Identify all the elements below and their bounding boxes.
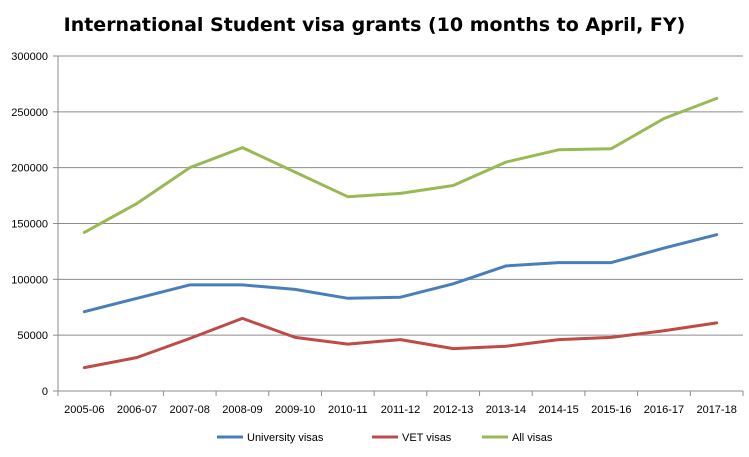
x-tick-label: 2008-09 bbox=[222, 404, 262, 416]
data-point bbox=[241, 146, 244, 149]
data-point bbox=[610, 147, 613, 150]
data-point bbox=[293, 288, 297, 291]
axes: 0 50000 100000 150000 200000 250000 300000 2005… bbox=[11, 51, 744, 416]
x-tick-label: 2012-13 bbox=[433, 404, 473, 416]
data-point bbox=[188, 337, 191, 340]
x-tick-label: 2017-18 bbox=[696, 404, 736, 416]
data-point bbox=[451, 184, 455, 187]
series-line-1 bbox=[82, 316, 719, 370]
data-point bbox=[451, 347, 455, 350]
x-tick-label: 2016-17 bbox=[644, 404, 684, 416]
data-point bbox=[662, 117, 666, 120]
data-point bbox=[293, 170, 297, 174]
data-point bbox=[399, 296, 402, 299]
data-point bbox=[504, 264, 508, 268]
x-tick-label: 2005-06 bbox=[64, 404, 104, 416]
data-point bbox=[83, 310, 86, 313]
chart-title: International Student visa grants (10 mo… bbox=[63, 14, 686, 36]
x-tick-label: 2011-12 bbox=[381, 404, 421, 416]
y-tick-label: 200000 bbox=[11, 163, 48, 175]
data-point bbox=[557, 261, 560, 264]
legend-label: University visas bbox=[247, 432, 324, 444]
data-point bbox=[241, 283, 244, 287]
data-point bbox=[662, 329, 666, 332]
legend-label: VET visas bbox=[402, 432, 452, 444]
data-point bbox=[135, 202, 139, 205]
data-point bbox=[241, 317, 244, 320]
data-point bbox=[557, 148, 560, 151]
x-tick-label: 2007-08 bbox=[170, 404, 210, 416]
data-point bbox=[451, 282, 455, 285]
data-point bbox=[610, 261, 613, 264]
legend: University visas VET visas All visas bbox=[217, 432, 553, 444]
x-tick-label: 2014-15 bbox=[538, 404, 578, 416]
data-point bbox=[715, 233, 718, 236]
series-line-2 bbox=[82, 96, 719, 234]
data-point bbox=[504, 345, 508, 348]
data-point bbox=[715, 321, 718, 325]
data-point bbox=[188, 283, 191, 287]
y-tick-label: 150000 bbox=[11, 219, 48, 231]
data-point bbox=[135, 297, 139, 300]
data-point bbox=[399, 338, 402, 341]
data-point bbox=[346, 342, 350, 346]
x-tick-label: 2010-11 bbox=[328, 404, 368, 416]
data-point bbox=[662, 246, 666, 250]
data-point bbox=[188, 166, 191, 169]
legend-label: All visas bbox=[512, 432, 553, 444]
y-tick-label: 0 bbox=[42, 386, 48, 398]
data-point bbox=[83, 366, 86, 369]
data-point bbox=[399, 192, 402, 195]
data-point bbox=[83, 231, 86, 234]
x-tick-label: 2009-10 bbox=[275, 404, 315, 416]
data-point bbox=[293, 336, 297, 339]
y-tick-label: 250000 bbox=[11, 107, 48, 119]
y-tick-label: 300000 bbox=[11, 51, 48, 63]
data-point bbox=[135, 356, 139, 359]
data-point bbox=[346, 297, 350, 300]
data-point bbox=[557, 338, 560, 341]
series-lines bbox=[82, 96, 719, 370]
data-point bbox=[346, 195, 350, 198]
y-tick-label: 100000 bbox=[11, 274, 48, 286]
x-tick-label: 2013-14 bbox=[486, 404, 526, 416]
y-tick-label: 50000 bbox=[17, 330, 48, 342]
data-point bbox=[504, 160, 508, 164]
data-point bbox=[610, 336, 613, 339]
series-line-0 bbox=[82, 233, 719, 314]
x-tick-label: 2015-16 bbox=[591, 404, 631, 416]
data-point bbox=[715, 97, 718, 100]
x-tick-label: 2006-07 bbox=[117, 404, 157, 416]
